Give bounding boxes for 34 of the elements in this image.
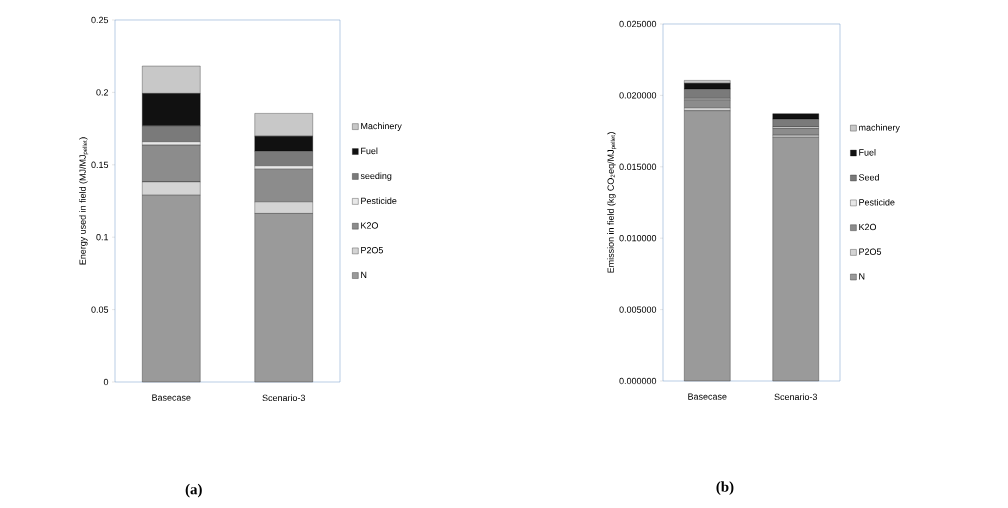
y-axis-title: Energy used in field (MJ/MJ$_{pellet}$) — [79, 137, 89, 265]
text: (b) — [716, 481, 734, 495]
legend-label: Seed — [858, 173, 879, 181]
legend-label: P2O5 — [361, 247, 384, 254]
legend-label: Fuel — [361, 147, 378, 155]
y-tick-label: 0.020000 — [619, 92, 657, 99]
legend-label: K2O — [361, 222, 378, 229]
y-tick-label: 0.000000 — [619, 377, 657, 385]
legend-label: Fuel — [859, 149, 876, 156]
legend-label: Pesticide — [859, 198, 895, 206]
y-tick-label: 0.05 — [91, 306, 109, 313]
y-axis-title: Emission in field (kg CO$_{2}$eq/MJ$_{pellet}$) — [607, 132, 617, 273]
y-tick-label: 0.25 — [91, 16, 109, 24]
y-tick-label: 0 — [103, 378, 109, 386]
x-tick-label: Basecase — [152, 394, 191, 401]
y-tick-label: 0.2 — [96, 89, 109, 96]
y-tick-label: 0.015000 — [619, 163, 657, 170]
y-tick-label: 0.005000 — [619, 306, 657, 313]
legend-label: Pesticide — [361, 197, 397, 204]
y-tick-label: 0.1 — [96, 234, 109, 241]
legend-label: N — [859, 273, 865, 280]
legend-label: N — [361, 271, 367, 278]
x-tick-label: Scenario-3 — [262, 394, 306, 402]
legend-label: seeding — [360, 172, 392, 181]
y-tick-label: 0.010000 — [619, 235, 657, 242]
text: (a) — [185, 483, 202, 498]
x-tick-label: Basecase — [688, 393, 727, 400]
x-tick-label: Scenario-3 — [774, 393, 818, 401]
y-tick-label: 0.15 — [91, 161, 109, 168]
y-tick-label: 0.025000 — [619, 20, 657, 28]
legend-label: Machinery — [361, 122, 402, 131]
legend-label: K2O — [859, 223, 877, 231]
legend-label: machinery — [859, 124, 900, 133]
legend-label: P2O5 — [859, 248, 882, 255]
